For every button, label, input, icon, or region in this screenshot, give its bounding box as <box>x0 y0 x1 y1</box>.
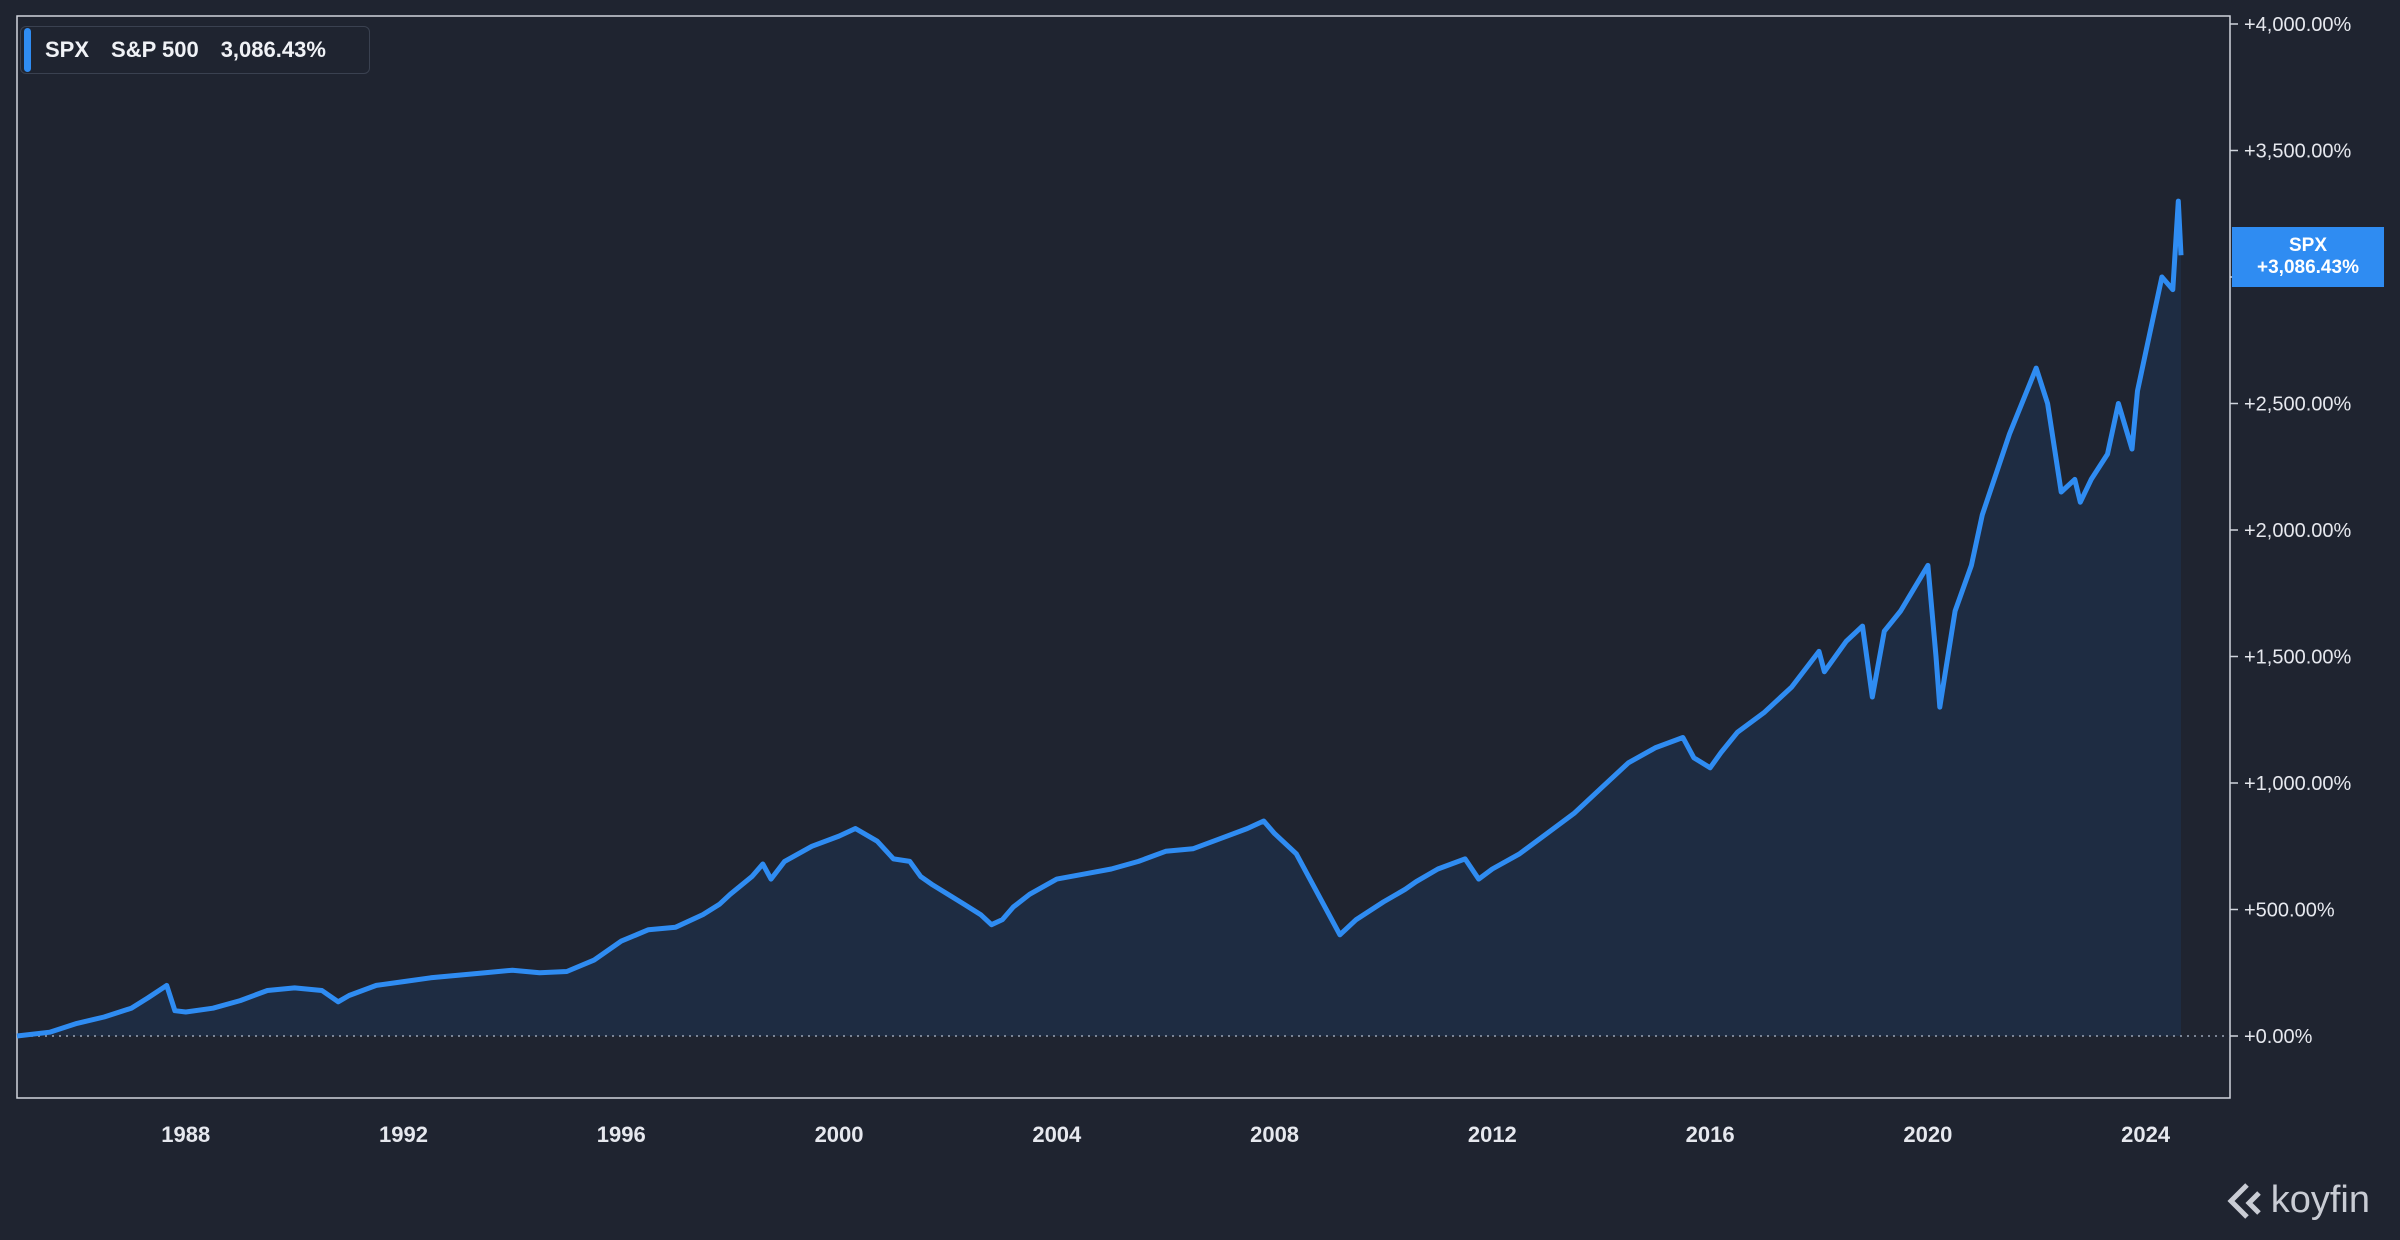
legend-value: 3,086.43% <box>220 37 326 62</box>
x-tick-label: 2016 <box>1686 1122 1735 1147</box>
x-tick-label: 1992 <box>379 1122 428 1147</box>
y-tick-label: +2,500.00% <box>2244 394 2352 416</box>
y-tick-label: +0.00% <box>2244 1026 2313 1048</box>
last-value-ticker: SPX <box>2288 235 2328 256</box>
brand-name: koyfin <box>2270 1179 2370 1221</box>
y-tick-label: +3,500.00% <box>2244 141 2352 163</box>
legend-swatch <box>24 28 31 72</box>
plot-frame <box>16 15 2231 1099</box>
legend-ticker: SPX <box>45 37 90 62</box>
x-tick-label: 2020 <box>1903 1122 1952 1147</box>
x-tick-label: 2000 <box>815 1122 864 1147</box>
y-tick-label: +500.00% <box>2244 900 2335 922</box>
y-tick-label: +2,000.00% <box>2244 520 2352 542</box>
x-tick-label: 2004 <box>1032 1122 1082 1147</box>
legend[interactable]: SPX S&P 500 3,086.43% <box>20 26 370 74</box>
series-area <box>17 201 2181 1037</box>
y-tick-label: +4,000.00% <box>2244 14 2352 36</box>
koyfin-logo-icon <box>2227 1182 2261 1219</box>
x-tick-label: 2012 <box>1468 1122 1517 1147</box>
x-tick-label: 1988 <box>161 1122 210 1147</box>
last-value-tag: SPX +3,086.43% <box>2232 227 2384 287</box>
x-tick-label: 2008 <box>1250 1122 1299 1147</box>
x-tick-label: 1996 <box>597 1122 646 1147</box>
y-tick-label: +1,000.00% <box>2244 773 2352 795</box>
last-value-label: +3,086.43% <box>2257 257 2359 278</box>
x-axis: 1988 1992 1996 2000 2004 2008 2012 2016 2020 2024 <box>161 1122 2171 1147</box>
legend-series-name: S&P 500 <box>111 37 199 62</box>
y-axis: +0.00% +500.00% +1,000.00% +1,500.00% +2,000… <box>2230 14 2352 1048</box>
y-tick-label: +1,500.00% <box>2244 647 2352 669</box>
x-tick-label: 2024 <box>2121 1122 2171 1147</box>
series-line <box>16 198 2184 1039</box>
koyfin-logo: koyfin <box>2225 1179 2370 1222</box>
